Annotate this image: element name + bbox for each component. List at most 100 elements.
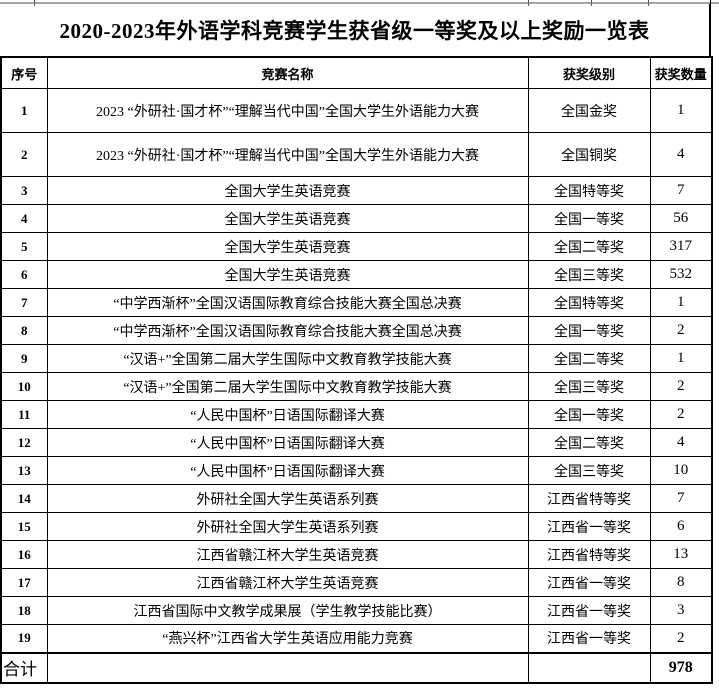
cell-award-level: 江西省特等奖: [527, 540, 651, 569]
cell-competition-name: “人民中国杯”日语国际翻译大赛: [46, 428, 529, 457]
cell-no: 17: [0, 568, 48, 597]
awards-table: 序号 竞赛名称 获奖级别 获奖数量 1 2023 “外研社·国才杯”“理解当代中…: [0, 56, 713, 684]
cell-no: 8: [0, 316, 48, 345]
cell-no: 18: [0, 596, 48, 625]
page-title: 2020-2023年外语学科竞赛学生获省级一等奖及以上奖励一览表: [59, 19, 650, 43]
cell-award-count: 6: [649, 512, 713, 541]
cell-no: 11: [0, 400, 48, 429]
cropped-cell-border: [34, 0, 35, 6]
cell-competition-name: 江西省赣江杯大学生英语竞赛: [46, 568, 529, 597]
table-row: 19 “燕兴杯”江西省大学生英语应用能力竞赛 江西省一等奖 2: [0, 624, 713, 653]
cell-award-level: 全国二等奖: [527, 344, 651, 373]
cell-no: 10: [0, 372, 48, 401]
table-row: 9 “汉语+”全国第二届大学生国际中文教育教学技能大赛 全国二等奖 1: [0, 344, 713, 373]
cell-no: 12: [0, 428, 48, 457]
cell-award-level: 全国铜奖: [527, 132, 651, 177]
cell-competition-name: “中学西渐杯”全国汉语国际教育综合技能大赛全国总决赛: [46, 316, 529, 345]
header-no: 序号: [0, 56, 48, 89]
cell-award-count: 2: [649, 316, 713, 345]
table-row: 12 “人民中国杯”日语国际翻译大赛 全国二等奖 4: [0, 428, 713, 457]
cropped-cell-border: [528, 0, 529, 6]
cell-competition-name: 全国大学生英语竞赛: [46, 232, 529, 261]
cell-award-level: 全国三等奖: [527, 260, 651, 289]
cell-competition-name: “中学西渐杯”全国汉语国际教育综合技能大赛全国总决赛: [46, 288, 529, 317]
cell-award-count: 8: [649, 568, 713, 597]
table-row: 8 “中学西渐杯”全国汉语国际教育综合技能大赛全国总决赛 全国一等奖 2: [0, 316, 713, 345]
cell-no: 16: [0, 540, 48, 569]
cell-award-level: 全国三等奖: [527, 372, 651, 401]
total-row: 合计 978: [0, 651, 713, 683]
cell-competition-name: 全国大学生英语竞赛: [46, 176, 529, 205]
total-label: 合计: [0, 651, 48, 683]
cell-award-count: 3: [649, 596, 713, 625]
table-row: 7 “中学西渐杯”全国汉语国际教育综合技能大赛全国总决赛 全国特等奖 1: [0, 288, 713, 317]
cell-competition-name: 全国大学生英语竞赛: [46, 204, 529, 233]
cell-award-count: 1: [649, 344, 713, 373]
total-empty-level-cell: [527, 651, 651, 683]
cell-award-level: 全国一等奖: [527, 316, 651, 345]
cell-no: 15: [0, 512, 48, 541]
cropped-row-divider: [0, 2, 719, 4]
cell-no: 2: [0, 132, 48, 177]
header-competition-name: 竞赛名称: [46, 56, 529, 89]
total-empty-name-cell: [46, 651, 529, 683]
cell-no: 19: [0, 624, 48, 653]
cell-award-level: 全国二等奖: [527, 428, 651, 457]
table-row: 17 江西省赣江杯大学生英语竞赛 江西省一等奖 8: [0, 568, 713, 597]
cell-competition-name: 外研社全国大学生英语系列赛: [46, 484, 529, 513]
table-row: 5 全国大学生英语竞赛 全国二等奖 317: [0, 232, 713, 261]
cell-competition-name: 外研社全国大学生英语系列赛: [46, 512, 529, 541]
cell-no: 4: [0, 204, 48, 233]
table-title-box: 2020-2023年外语学科竞赛学生获省级一等奖及以上奖励一览表: [0, 4, 711, 56]
cell-award-level: 全国金奖: [527, 88, 651, 133]
cell-award-level: 江西省一等奖: [527, 512, 651, 541]
cell-no: 6: [0, 260, 48, 289]
cell-competition-name: “人民中国杯”日语国际翻译大赛: [46, 456, 529, 485]
cell-competition-name: 江西省国际中文教学成果展（学生教学技能比赛）: [46, 596, 529, 625]
cell-competition-name: “汉语+”全国第二届大学生国际中文教育教学技能大赛: [46, 372, 529, 401]
cell-no: 5: [0, 232, 48, 261]
cell-award-count: 2: [649, 372, 713, 401]
cell-award-count: 13: [649, 540, 713, 569]
cell-award-level: 全国特等奖: [527, 176, 651, 205]
cell-award-count: 317: [649, 232, 713, 261]
cell-competition-name: “汉语+”全国第二届大学生国际中文教育教学技能大赛: [46, 344, 529, 373]
table-row: 18 江西省国际中文教学成果展（学生教学技能比赛） 江西省一等奖 3: [0, 596, 713, 625]
cropped-cell-border: [710, 0, 711, 5]
header-award-level: 获奖级别: [527, 56, 651, 89]
cell-award-count: 56: [649, 204, 713, 233]
table-row: 13 “人民中国杯”日语国际翻译大赛 全国三等奖 10: [0, 456, 713, 485]
cell-competition-name: “人民中国杯”日语国际翻译大赛: [46, 400, 529, 429]
cell-award-count: 2: [649, 624, 713, 653]
table-header-row: 序号 竞赛名称 获奖级别 获奖数量: [0, 56, 713, 89]
cell-competition-name: 2023 “外研社·国才杯”“理解当代中国”全国大学生外语能力大赛: [46, 132, 529, 177]
table-row: 2 2023 “外研社·国才杯”“理解当代中国”全国大学生外语能力大赛 全国铜奖…: [0, 132, 713, 177]
cell-competition-name: 全国大学生英语竞赛: [46, 260, 529, 289]
table-row: 3 全国大学生英语竞赛 全国特等奖 7: [0, 176, 713, 205]
cell-award-level: 全国一等奖: [527, 204, 651, 233]
cell-award-count: 1: [649, 88, 713, 133]
cell-award-count: 2: [649, 400, 713, 429]
cell-no: 13: [0, 456, 48, 485]
cell-no: 1: [0, 88, 48, 133]
cell-award-level: 全国一等奖: [527, 400, 651, 429]
table-row: 11 “人民中国杯”日语国际翻译大赛 全国一等奖 2: [0, 400, 713, 429]
cell-competition-name: 2023 “外研社·国才杯”“理解当代中国”全国大学生外语能力大赛: [46, 88, 529, 133]
cell-award-count: 7: [649, 176, 713, 205]
table-row: 1 2023 “外研社·国才杯”“理解当代中国”全国大学生外语能力大赛 全国金奖…: [0, 88, 713, 133]
cell-award-level: 全国三等奖: [527, 456, 651, 485]
cell-no: 7: [0, 288, 48, 317]
cell-award-count: 1: [649, 288, 713, 317]
table-row: 16 江西省赣江杯大学生英语竞赛 江西省特等奖 13: [0, 540, 713, 569]
cell-award-count: 10: [649, 456, 713, 485]
table-row: 15 外研社全国大学生英语系列赛 江西省一等奖 6: [0, 512, 713, 541]
cell-award-level: 江西省一等奖: [527, 624, 651, 653]
cell-no: 14: [0, 484, 48, 513]
total-count: 978: [649, 651, 713, 683]
cropped-cell-border: [648, 0, 649, 6]
cell-award-count: 4: [649, 428, 713, 457]
header-award-count: 获奖数量: [649, 56, 713, 89]
cell-award-level: 江西省特等奖: [527, 484, 651, 513]
cell-award-count: 7: [649, 484, 713, 513]
